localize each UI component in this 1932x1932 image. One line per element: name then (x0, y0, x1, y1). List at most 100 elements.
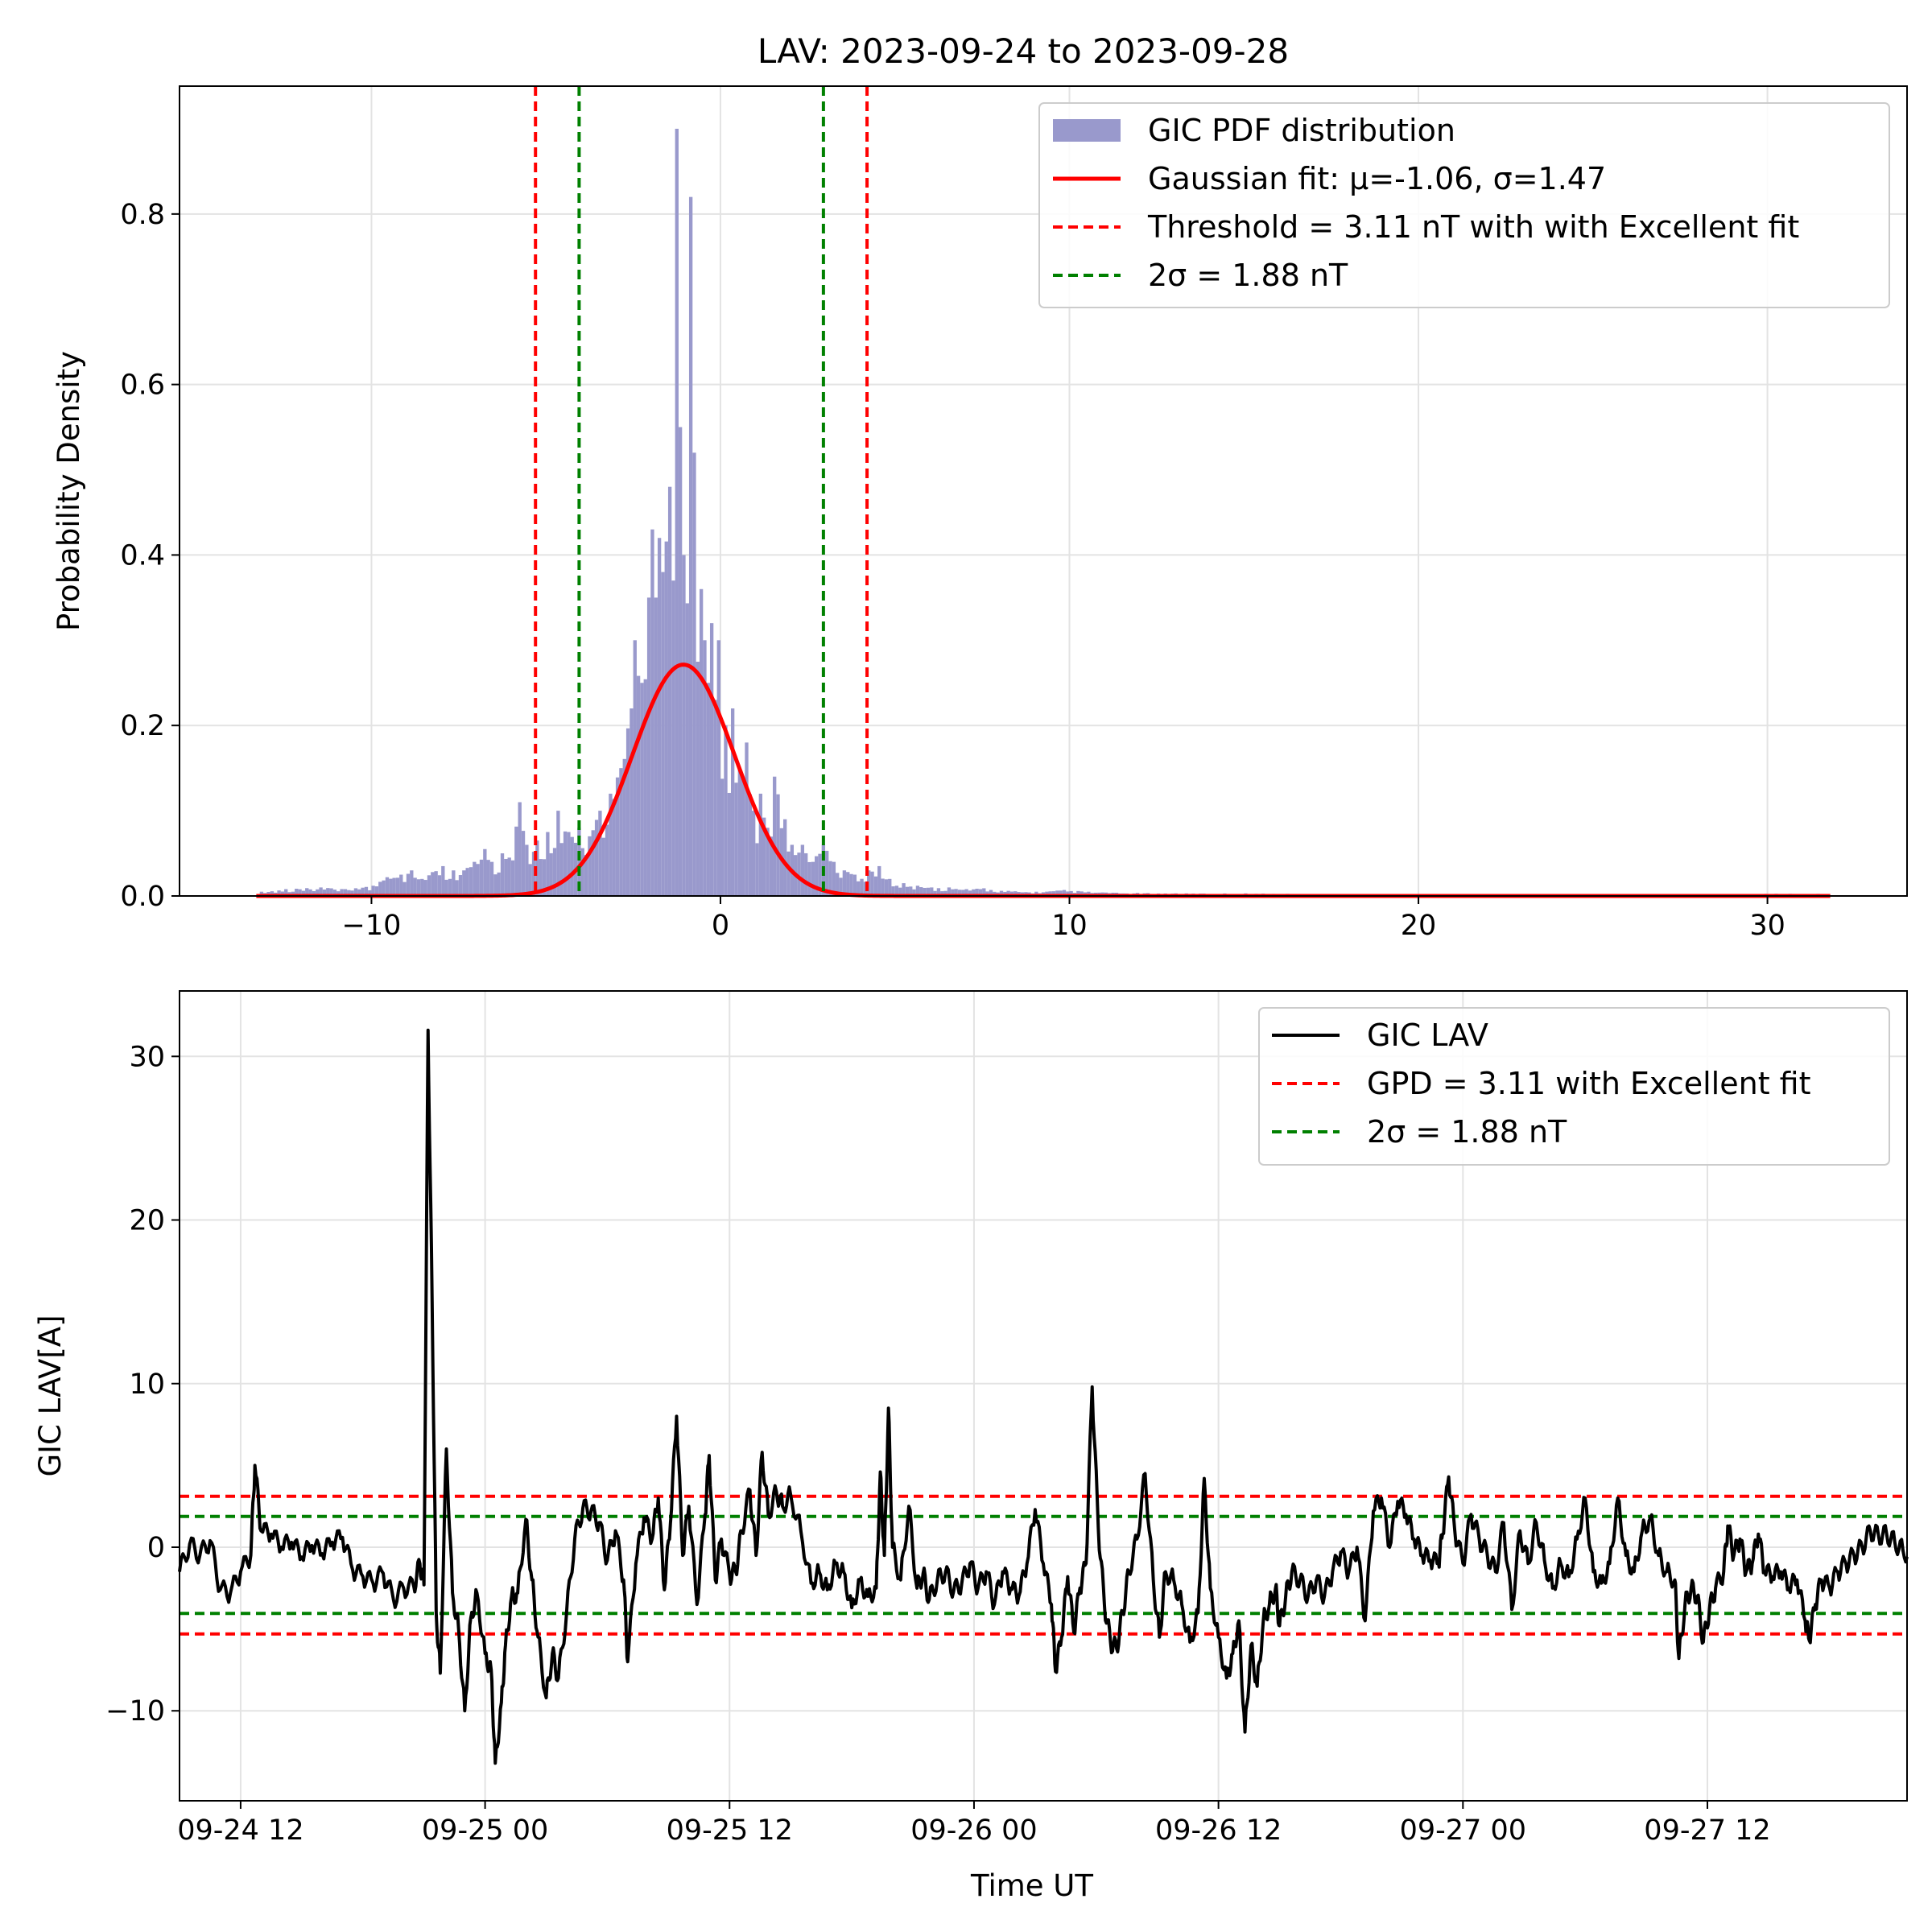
histogram-bar (650, 529, 654, 896)
histogram-bar (1087, 891, 1091, 896)
top-y-tick-label: 0.4 (120, 539, 165, 572)
bottom-plot-frame (179, 990, 1908, 1802)
histogram-bar (881, 878, 885, 896)
histogram-bar (978, 889, 983, 896)
histogram-bar (643, 679, 647, 896)
histogram-bar (336, 891, 341, 896)
bottom-x-ticks: 09-24 12 09-25 00 09-25 12 09-26 00 09-26 12… (177, 1801, 1771, 1847)
histogram-bar (371, 886, 375, 896)
top-x-tick-label: 10 (1051, 910, 1088, 942)
histogram-bar (528, 864, 532, 896)
histogram-bar (734, 782, 738, 896)
bottom-x-tick-label: 09-27 00 (1400, 1814, 1526, 1847)
histogram-bar (622, 758, 626, 896)
histogram-bar (664, 541, 668, 896)
histogram-bar (696, 662, 700, 896)
histogram-bar (915, 886, 920, 896)
histogram-bar (640, 683, 644, 896)
histogram-bar (567, 832, 571, 896)
histogram-bar (930, 887, 934, 896)
histogram-bar (588, 836, 592, 896)
figure-title: LAV: 2023-09-24 to 2023-09-28 (758, 31, 1289, 71)
histogram-bar (713, 700, 717, 896)
histogram-bar (305, 888, 309, 896)
histogram-bar (699, 588, 704, 896)
histogram-bar (985, 891, 989, 896)
histogram-bar (382, 880, 386, 896)
histogram-bar (542, 859, 547, 896)
gaussian-fit-curve (256, 663, 1831, 898)
histogram-bar (786, 851, 791, 896)
histogram-bar (1055, 890, 1059, 896)
histogram-bar (954, 889, 958, 896)
histogram-bar (745, 742, 749, 896)
histogram-bar (999, 890, 1004, 896)
histogram-bar (619, 768, 623, 896)
histogram-bar (531, 852, 536, 896)
histogram-bar (1034, 891, 1038, 896)
histogram-bar (301, 890, 306, 896)
histogram-bar (860, 878, 864, 896)
top-y-ticks: 0.0 0.2 0.4 0.6 0.8 (120, 199, 180, 913)
histogram-bar (661, 572, 665, 896)
top-legend-entry: Threshold = 3.11 nT with with Excellent … (1147, 209, 1799, 245)
histogram-bar (894, 886, 899, 896)
histogram-bar (902, 883, 906, 896)
histogram-bar (755, 843, 759, 896)
histogram-bar (769, 836, 774, 896)
histogram-bar (867, 870, 871, 896)
histogram-bar (280, 891, 285, 896)
histogram-bar (497, 872, 501, 896)
histogram-bar (559, 843, 564, 896)
histogram-bar (473, 861, 477, 896)
histogram-bar (1076, 890, 1080, 896)
top-x-tick-label: −10 (342, 910, 402, 942)
histogram-bar (1006, 890, 1010, 896)
histogram-bar (423, 880, 427, 896)
bottom-x-tick-label: 09-26 00 (910, 1814, 1037, 1847)
histogram-bar (570, 836, 574, 896)
histogram-bar (923, 887, 927, 896)
histogram-bar (943, 890, 947, 896)
histogram-bar (410, 870, 414, 896)
bottom-y-tick-label: 30 (129, 1041, 165, 1073)
histogram-bar (933, 890, 937, 896)
histogram-bar (657, 538, 662, 896)
histogram-bar (685, 603, 689, 896)
histogram-bar (709, 623, 714, 896)
histogram-bar (1009, 891, 1014, 896)
histogram-bar (1080, 891, 1084, 896)
top-x-tick-label: 20 (1401, 910, 1437, 942)
bottom-y-tick-label: 20 (129, 1205, 165, 1237)
histogram-bar (957, 890, 962, 896)
histogram-bar (510, 860, 515, 896)
histogram-bar (884, 879, 889, 896)
histogram-bar (667, 486, 672, 896)
histogram-bar (549, 852, 553, 896)
bottom-x-tick-label: 09-25 12 (667, 1814, 793, 1847)
histogram-bar (455, 880, 459, 896)
histogram-bar (993, 891, 997, 896)
histogram-bar (615, 777, 620, 896)
histogram-bar (630, 708, 634, 896)
histogram-bar (818, 853, 822, 896)
histogram-bar (295, 889, 299, 896)
bottom-legend-entry: GIC LAV (1367, 1018, 1488, 1053)
histogram-bar (1048, 891, 1052, 896)
top-x-ticks: −10 0 10 20 30 (342, 896, 1785, 942)
histogram-bar (1003, 891, 1007, 896)
histogram-bar (580, 848, 584, 896)
histogram-bar (427, 875, 431, 896)
histogram-bar (849, 873, 853, 896)
histogram-bar (1045, 891, 1049, 896)
bottom-legend-box (1258, 1007, 1890, 1166)
histogram-bar (678, 427, 683, 896)
histogram-bar (804, 852, 808, 896)
histogram-bar (720, 778, 724, 896)
histogram-bar (951, 889, 955, 896)
histogram-bar (416, 879, 421, 896)
histogram-bar (462, 870, 466, 896)
histogram-bar (277, 890, 281, 896)
histogram-bar (1066, 891, 1070, 896)
histogram-bar (518, 802, 522, 896)
